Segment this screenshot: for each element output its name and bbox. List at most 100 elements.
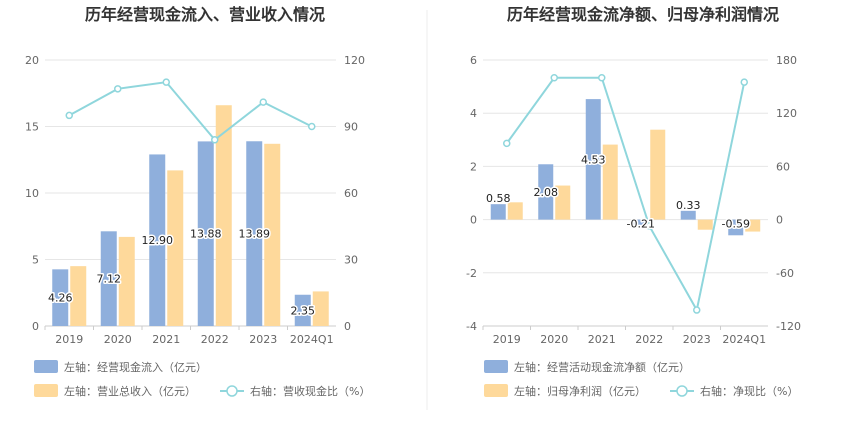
y-left-tick-label: 15 <box>25 121 39 134</box>
y-right-tick-label: 60 <box>776 160 790 173</box>
y-left-tick-label: 0 <box>32 320 39 333</box>
y-left-tick-label: 5 <box>32 254 39 267</box>
bar <box>650 129 666 220</box>
legend-line-marker <box>226 385 238 397</box>
legend-label: 左轴：归母净利润（亿元） <box>514 384 646 398</box>
data-label: 13.89 <box>239 228 271 241</box>
bar <box>264 143 281 326</box>
chart-right: 历年经营现金流净额、归母净利润情况 -4 -2 0 2 4 6 -120 -60 0 60 120 18… <box>466 5 801 398</box>
x-tick-label: 2024Q1 <box>722 333 766 346</box>
x-tick-label: 2022 <box>201 333 229 346</box>
y-right-tick-label: -60 <box>776 267 794 280</box>
bar <box>294 294 311 326</box>
bar <box>197 141 214 326</box>
legend-label: 右轴：净现比（%） <box>700 384 798 398</box>
legend-line-marker <box>676 385 688 397</box>
bar <box>697 219 713 230</box>
line-point <box>211 136 219 144</box>
bar <box>100 231 117 326</box>
y-right-tick-label: 180 <box>776 54 797 67</box>
line-point <box>598 73 606 82</box>
line-point <box>740 78 748 86</box>
y-left-tick-label: -2 <box>466 267 477 280</box>
x-tick-label: 2023 <box>683 333 711 346</box>
line-point <box>645 222 653 230</box>
series-line <box>505 76 746 313</box>
bar <box>490 204 506 220</box>
bar <box>246 141 263 326</box>
y-right-tick-label: 30 <box>344 254 358 267</box>
y-left-tick-label: 4 <box>470 107 477 120</box>
bar <box>215 105 232 326</box>
line-point <box>503 139 511 148</box>
bar <box>70 266 87 326</box>
data-label: 7.12 <box>97 273 122 286</box>
line-point <box>114 85 122 93</box>
y-left-tick-label: 6 <box>470 54 477 67</box>
y-right-tick-label: 120 <box>776 107 797 120</box>
legend-swatch <box>34 360 58 373</box>
x-tick-label: 2019 <box>55 333 83 346</box>
x-tick-label: 2020 <box>540 333 568 346</box>
y-right-tick-label: 120 <box>344 54 365 67</box>
y-left-tick-label: 10 <box>25 187 39 200</box>
data-label: 2.08 <box>534 186 559 199</box>
bar <box>633 219 649 226</box>
legend-label: 左轴：经营现金流入（亿元） <box>64 360 207 374</box>
line-point <box>308 122 316 131</box>
bar <box>507 202 523 220</box>
line-point <box>550 73 558 82</box>
data-label: -0.21 <box>627 218 655 231</box>
x-tick-label: 2023 <box>249 333 277 346</box>
bar <box>538 164 554 220</box>
y-right-tick-label: -120 <box>776 320 801 333</box>
bar <box>745 219 761 232</box>
data-label: 4.53 <box>581 153 606 166</box>
y-right-tick-label: 60 <box>344 187 358 200</box>
bar <box>728 219 744 236</box>
data-label: 13.88 <box>190 228 222 241</box>
legend-label: 右轴：营收现金比（%） <box>250 384 370 398</box>
y-left-tick-label: -4 <box>466 320 477 333</box>
chart-title: 历年经营现金流净额、归母净利润情况 <box>507 5 779 24</box>
bar <box>149 154 166 326</box>
y-right-tick-label: 0 <box>776 214 783 227</box>
legend-swatch <box>34 384 58 397</box>
data-label: 0.33 <box>676 199 701 212</box>
legend-label: 左轴：营业总收入（亿元） <box>64 384 196 398</box>
y-left-tick-label: 20 <box>25 54 39 67</box>
chart-left: 历年经营现金流入、营业收入情况 0 5 10 15 20 0 30 60 90 120 2019 202… <box>25 5 370 398</box>
y-left-tick-label: 0 <box>470 214 477 227</box>
line-point <box>162 78 170 86</box>
x-tick-label: 2024Q1 <box>290 333 334 346</box>
x-tick-label: 2022 <box>635 333 663 346</box>
chart-title: 历年经营现金流入、营业收入情况 <box>85 5 325 24</box>
bar <box>555 185 571 220</box>
y-right-tick-label: 0 <box>344 320 351 333</box>
x-tick-label: 2021 <box>152 333 180 346</box>
bar <box>118 236 135 326</box>
legend-swatch <box>484 360 508 373</box>
y-left-tick-label: 2 <box>470 160 477 173</box>
x-tick-label: 2020 <box>104 333 132 346</box>
line-point <box>259 98 267 106</box>
data-label: 2.35 <box>291 304 316 317</box>
series-line <box>68 81 313 142</box>
bar <box>602 144 618 220</box>
bar <box>52 269 69 326</box>
bar <box>312 291 329 326</box>
line-point <box>693 306 701 314</box>
legend-label: 左轴：经营活动现金流净额（亿元） <box>514 360 690 374</box>
bar <box>585 99 601 220</box>
legend-swatch <box>484 384 508 397</box>
line-point <box>65 111 73 120</box>
x-tick-label: 2019 <box>493 333 521 346</box>
bar <box>167 170 184 326</box>
x-tick-label: 2021 <box>588 333 616 346</box>
data-label: -0.59 <box>722 218 750 231</box>
bar <box>680 210 696 220</box>
data-label: 12.90 <box>142 234 174 247</box>
data-label: 0.58 <box>486 192 511 205</box>
